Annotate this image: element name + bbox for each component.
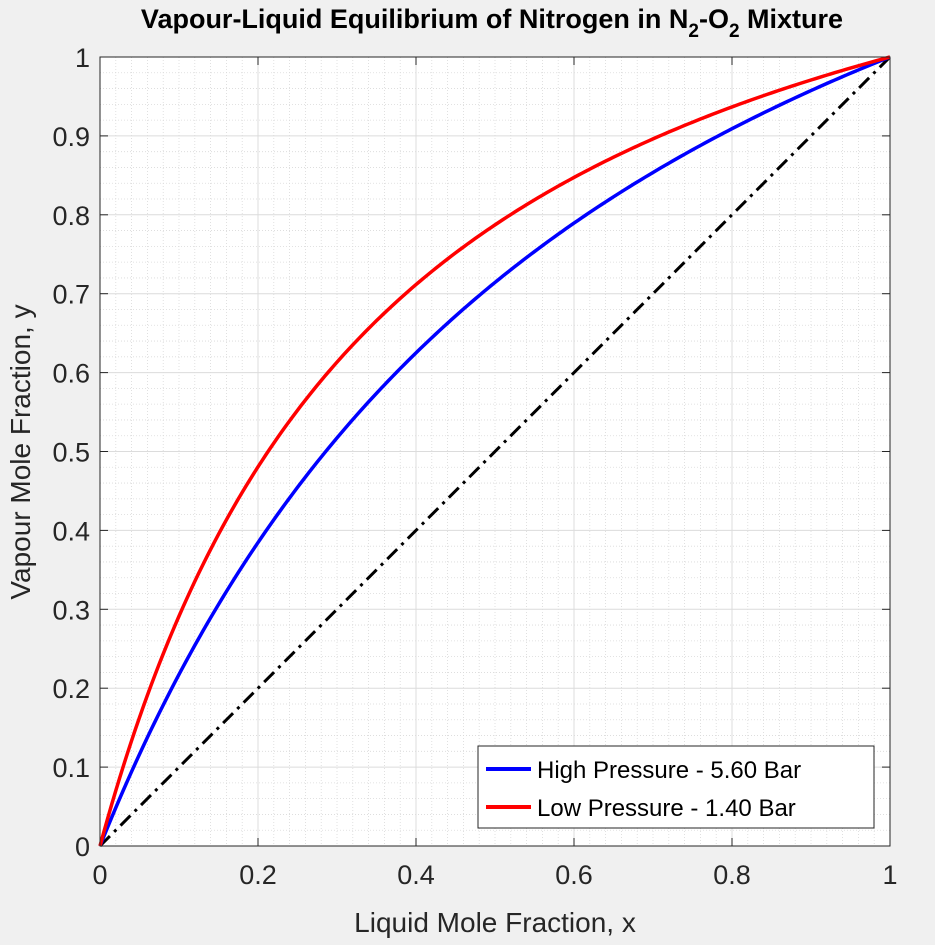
- x-axis-label: Liquid Mole Fraction, x: [354, 907, 636, 938]
- y-tick-label: 0.3: [52, 595, 90, 625]
- x-tick-label: 0.8: [713, 860, 751, 890]
- chart-title: Vapour-Liquid Equilibrium of Nitrogen in…: [141, 4, 843, 42]
- legend-label-low-pressure: Low Pressure - 1.40 Bar: [537, 795, 796, 822]
- title-part-2: -O: [699, 4, 729, 34]
- title-part-3: Mixture: [740, 4, 844, 34]
- series-layer: [98, 55, 892, 848]
- y-tick-label: 1: [75, 43, 90, 73]
- legend-box: [477, 745, 875, 829]
- y-tick-label: 0.7: [52, 280, 90, 310]
- y-tick-labels: 0 0.1 0.2 0.3 0.4 0.5 0.6 0.7 0.8 0.9 1: [52, 43, 90, 862]
- x-tick-label: 0.6: [555, 860, 593, 890]
- y-tick-label: 0.1: [52, 753, 90, 783]
- legend: High Pressure - 5.60 Bar Low Pressure - …: [477, 745, 875, 829]
- y-tick-label: 0.6: [52, 359, 90, 389]
- y-tick-label: 0.8: [52, 201, 90, 231]
- diagonal-reference-line: [98, 55, 892, 848]
- ticks-layer: [99, 56, 891, 847]
- x-tick-labels: 0 0.2 0.4 0.6 0.8 1: [92, 860, 897, 890]
- x-tick-label: 0.4: [397, 860, 435, 890]
- y-tick-label: 0.2: [52, 674, 90, 704]
- title-part-1: Vapour-Liquid Equilibrium of Nitrogen in…: [141, 4, 688, 34]
- series-line-high-pressure: [98, 55, 891, 847]
- title-subscript-2: 2: [729, 21, 740, 42]
- series-line-low-pressure: [98, 55, 891, 847]
- x-tick-label: 0: [92, 860, 107, 890]
- y-axis-label: Vapour Mole Fraction, y: [5, 304, 36, 599]
- minor-grid: [100, 57, 890, 846]
- y-tick-label: 0: [75, 832, 90, 862]
- legend-label-high-pressure: High Pressure - 5.60 Bar: [537, 757, 801, 784]
- y-tick-label: 0.9: [52, 122, 90, 152]
- x-tick-label: 1: [882, 860, 897, 890]
- x-tick-label: 0.2: [239, 860, 277, 890]
- y-tick-label: 0.4: [52, 516, 90, 546]
- title-subscript-1: 2: [688, 21, 699, 42]
- y-tick-label: 0.5: [52, 438, 90, 468]
